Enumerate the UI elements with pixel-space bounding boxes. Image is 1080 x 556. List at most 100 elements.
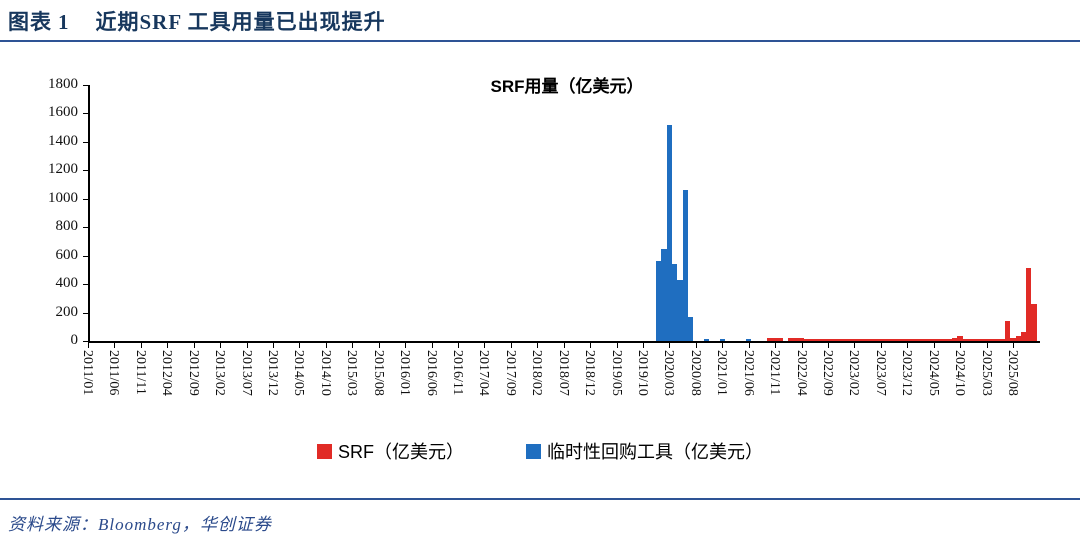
- bar-srf: [772, 337, 778, 341]
- bar-srf: [777, 338, 784, 341]
- x-axis-tick: [272, 342, 274, 348]
- x-axis-tick-label: 2013/07: [238, 350, 254, 396]
- x-axis-tick-label: 2018/02: [529, 350, 545, 396]
- x-axis-tick-label: 2014/10: [317, 350, 333, 396]
- bar-srf: [999, 339, 1006, 341]
- source-note: 资料来源：Bloomberg，华创证券: [8, 515, 272, 534]
- x-axis-tick-label: 2015/03: [344, 350, 360, 396]
- bar-srf: [788, 338, 794, 341]
- legend-item-repo: 临时性回购工具（亿美元）: [526, 438, 763, 464]
- bar-srf: [793, 338, 799, 341]
- x-axis-tick-label: 2019/10: [634, 350, 650, 396]
- x-axis-tick-label: 2017/04: [476, 350, 492, 396]
- y-axis-tick-label: 1400: [48, 132, 78, 149]
- bar-srf: [767, 337, 773, 341]
- bar-srf: [804, 339, 810, 341]
- y-axis-tick-label: 800: [55, 218, 79, 235]
- bar-srf: [983, 339, 990, 341]
- bar-srf: [798, 338, 805, 341]
- x-axis-tick: [695, 342, 697, 348]
- y-axis-tick-label: 400: [55, 275, 79, 292]
- bar-srf: [846, 339, 852, 341]
- bar-srf: [899, 339, 905, 341]
- x-axis-tick-label: 2012/04: [159, 350, 175, 396]
- x-axis-tick-label: 2011/11: [132, 350, 148, 395]
- x-axis-tick: [325, 342, 327, 348]
- x-axis-tick-label: 2023/02: [846, 350, 862, 396]
- bar-repo: [703, 338, 710, 341]
- bar-srf: [946, 339, 953, 341]
- x-axis-tick-label: 2024/05: [925, 350, 941, 396]
- x-axis-tick: [378, 342, 380, 348]
- bar-srf: [994, 339, 1000, 341]
- x-axis-tick-label: 2022/04: [793, 350, 809, 396]
- bar-srf: [894, 339, 900, 341]
- x-axis-tick-label: 2015/08: [370, 350, 386, 396]
- y-axis-tick: [83, 170, 88, 172]
- x-axis-tick: [827, 342, 829, 348]
- bar-srf: [1010, 338, 1016, 341]
- x-axis-line: [88, 341, 1040, 343]
- x-axis-tick: [220, 342, 222, 348]
- figure-label: 图表: [8, 10, 52, 34]
- bar-srf: [973, 339, 979, 341]
- bar-srf: [941, 339, 947, 341]
- y-axis-tick-label: 200: [55, 303, 79, 320]
- bar-srf: [957, 336, 963, 341]
- bar-srf: [962, 339, 969, 341]
- bar-srf: [825, 339, 831, 341]
- x-axis-tick: [616, 342, 618, 348]
- bar-srf: [872, 339, 879, 341]
- bar-srf: [820, 339, 826, 341]
- repo-legend-label: 临时性回购工具（亿美元）: [547, 442, 763, 462]
- y-axis-tick: [83, 284, 88, 286]
- y-axis-tick-label: 1800: [48, 76, 78, 92]
- x-axis-tick: [457, 342, 459, 348]
- y-axis-tick: [83, 341, 88, 342]
- y-axis-tick: [83, 312, 88, 314]
- bar-repo: [672, 264, 678, 341]
- bar-srf: [936, 339, 942, 341]
- bar-srf: [883, 339, 889, 341]
- bar-srf: [841, 339, 847, 341]
- x-axis-tick-label: 2016/06: [423, 350, 439, 396]
- bar-srf: [862, 339, 868, 341]
- x-axis-tick-label: 2020/08: [687, 350, 703, 396]
- bar-srf: [1031, 304, 1037, 341]
- x-axis-tick-label: 2016/11: [449, 350, 465, 396]
- x-axis-tick: [960, 342, 962, 348]
- x-axis-tick-label: 2023/12: [899, 350, 915, 396]
- x-axis-tick: [299, 342, 301, 348]
- srf-legend-swatch: [317, 443, 332, 459]
- repo-legend-swatch: [526, 443, 541, 459]
- legend-item-srf: SRF（亿美元）: [317, 438, 464, 464]
- bar-srf: [809, 339, 815, 341]
- x-axis-tick: [88, 342, 89, 348]
- x-axis-tick: [642, 342, 644, 348]
- y-axis-tick: [83, 85, 88, 86]
- x-axis-tick-label: 2022/09: [819, 350, 835, 396]
- x-axis-tick-label: 2013/12: [264, 350, 280, 396]
- y-axis-tick-label: 1200: [48, 161, 78, 178]
- y-axis-tick: [83, 141, 88, 143]
- x-axis-tick-label: 2017/09: [502, 350, 518, 396]
- x-axis-tick: [748, 342, 750, 348]
- bar-srf: [1015, 336, 1021, 341]
- x-axis-tick: [352, 342, 354, 348]
- x-axis-tick: [537, 342, 539, 348]
- y-axis-tick-label: 0: [70, 332, 79, 348]
- y-axis-tick-label: 600: [55, 246, 79, 263]
- x-axis-tick-label: 2014/05: [291, 350, 307, 396]
- bar-srf: [830, 339, 836, 341]
- x-axis-tick-label: 2013/02: [212, 350, 228, 396]
- x-axis-tick: [140, 342, 142, 348]
- y-axis-tick-label: 1600: [48, 104, 78, 121]
- x-axis-tick: [722, 342, 724, 348]
- bar-srf: [878, 339, 884, 341]
- bar-repo: [746, 339, 752, 341]
- bar-srf: [851, 339, 858, 341]
- x-axis-tick: [669, 342, 671, 348]
- x-axis-tick-label: 2019/05: [608, 350, 624, 396]
- bar-srf: [857, 339, 863, 341]
